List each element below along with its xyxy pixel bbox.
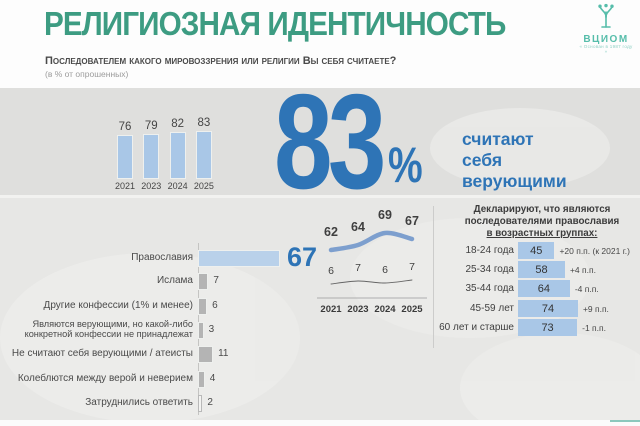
tree-icon bbox=[598, 3, 614, 28]
confession-axis-line bbox=[198, 243, 199, 415]
survey-note: (в % от опрошенных) bbox=[45, 69, 129, 79]
age-group-change: +4 п.п. bbox=[569, 264, 596, 275]
confession-bar bbox=[199, 395, 202, 411]
age-group-bar: 74 bbox=[518, 300, 578, 317]
age-group-change: +20 п.п. (к 2021 г.) bbox=[559, 245, 630, 256]
trend-bar-year: 2025 bbox=[193, 181, 214, 191]
logo-name: ВЦИОМ bbox=[583, 33, 629, 45]
teal-accent-line bbox=[610, 420, 640, 422]
islam-point-label: 6 bbox=[328, 265, 334, 277]
age-group-bar: 45 bbox=[518, 242, 555, 259]
confession-value: 6 bbox=[212, 300, 218, 311]
confession-label: Ислама bbox=[156, 274, 193, 286]
age-panel-title-line: последователями православия bbox=[464, 215, 620, 227]
confession-value: 2 bbox=[207, 397, 213, 408]
trend-bar-value: 79 bbox=[144, 119, 158, 132]
confession-label: Являются верующими, но какой-либо конкре… bbox=[24, 319, 193, 339]
page-title: РЕЛИГИОЗНАЯ ИДЕНТИЧНОСТЬ bbox=[44, 5, 506, 42]
orthodox-point-label: 67 bbox=[405, 214, 419, 228]
age-group-change: +9 п.п. bbox=[582, 303, 609, 314]
trend-bar-year: 2023 bbox=[141, 181, 162, 191]
age-group-label: 45-59 лет bbox=[470, 303, 514, 314]
confession-label: Затруднились ответить bbox=[85, 396, 193, 408]
trend-year-label: 2023 bbox=[347, 304, 368, 315]
confession-bar bbox=[199, 250, 279, 266]
islam-point-label: 7 bbox=[355, 262, 361, 274]
age-group-bar: 73 bbox=[518, 319, 578, 336]
islam-point-label: 7 bbox=[409, 261, 415, 273]
confession-value: 67 bbox=[287, 242, 318, 272]
age-group-label: 35-44 года bbox=[465, 283, 514, 294]
confession-bar bbox=[199, 346, 213, 362]
orthodox-point-label: 69 bbox=[378, 208, 392, 222]
survey-question: Последователем какого мировоззрения или … bbox=[45, 55, 397, 67]
age-panel-title-line: в возрастных группах: bbox=[486, 227, 598, 239]
section-divider bbox=[0, 195, 640, 198]
logo-tagline: « Основан в 1987 году » bbox=[579, 43, 633, 54]
islam-trend-line bbox=[330, 279, 413, 285]
confession-value: 3 bbox=[208, 324, 215, 335]
age-group-bar: 58 bbox=[518, 261, 565, 278]
bottom-strip bbox=[0, 420, 640, 426]
headline-value: 83 bbox=[274, 66, 386, 217]
orthodox-point-label: 62 bbox=[324, 225, 338, 239]
age-group-bar: 64 bbox=[518, 280, 570, 297]
confession-value: 11 bbox=[218, 348, 229, 359]
vciom-logo: ВЦИОМ « Основан в 1987 году » bbox=[578, 3, 634, 54]
age-group-change: -1 п.п. bbox=[582, 322, 606, 333]
confession-bar bbox=[199, 371, 204, 387]
age-panel-title: Декларируют, что являются последователями… bbox=[448, 204, 636, 239]
confession-value: 7 bbox=[213, 275, 219, 286]
confession-label: Православия bbox=[131, 251, 193, 263]
age-group-change: -4 п.п. bbox=[574, 283, 599, 294]
trend-bar bbox=[144, 134, 159, 178]
confession-bar bbox=[199, 298, 207, 314]
percent-sign: % bbox=[388, 137, 423, 193]
confession-bar bbox=[199, 273, 208, 289]
confession-bar bbox=[199, 322, 203, 338]
orthodox-point-label: 64 bbox=[351, 220, 365, 234]
age-group-label: 60 лет и старше bbox=[439, 322, 514, 333]
header-band bbox=[0, 0, 640, 88]
trend-year-label: 2025 bbox=[401, 304, 423, 315]
trend-bar bbox=[118, 136, 132, 178]
trend-year-label: 2024 bbox=[374, 304, 396, 315]
confession-trend-chart: 62 64 69 67 6 7 6 7 2021 2023 2024 2025 bbox=[313, 203, 433, 321]
age-group-label: 25-34 года bbox=[465, 264, 514, 275]
trend-bar-value: 82 bbox=[171, 117, 184, 130]
islam-point-label: 6 bbox=[382, 264, 388, 276]
confession-label: Не считают себя верующими / атеисты bbox=[11, 347, 193, 359]
confession-value: 4 bbox=[209, 373, 216, 384]
trend-bar-year: 2024 bbox=[167, 181, 188, 191]
trend-bar-year: 2021 bbox=[114, 181, 136, 191]
age-panel-title-line: Декларируют, что являются bbox=[473, 204, 611, 215]
trend-bar-value: 76 bbox=[118, 121, 132, 134]
age-group-label: 18-24 года bbox=[465, 245, 514, 256]
trend-year-label: 2021 bbox=[320, 304, 342, 315]
trend-bar bbox=[170, 132, 185, 178]
headline-statistic: 83 % bbox=[274, 74, 423, 209]
confession-label: Другие конфессии (1% и менее) bbox=[43, 299, 193, 311]
panel-divider bbox=[433, 206, 434, 348]
confession-label: Колеблются между верой и неверием bbox=[17, 372, 193, 384]
trend-bar bbox=[196, 132, 211, 178]
headline-caption: считают себя верующими bbox=[462, 129, 567, 191]
trend-bar-value: 83 bbox=[197, 117, 211, 130]
orthodox-trend-line bbox=[328, 230, 415, 253]
